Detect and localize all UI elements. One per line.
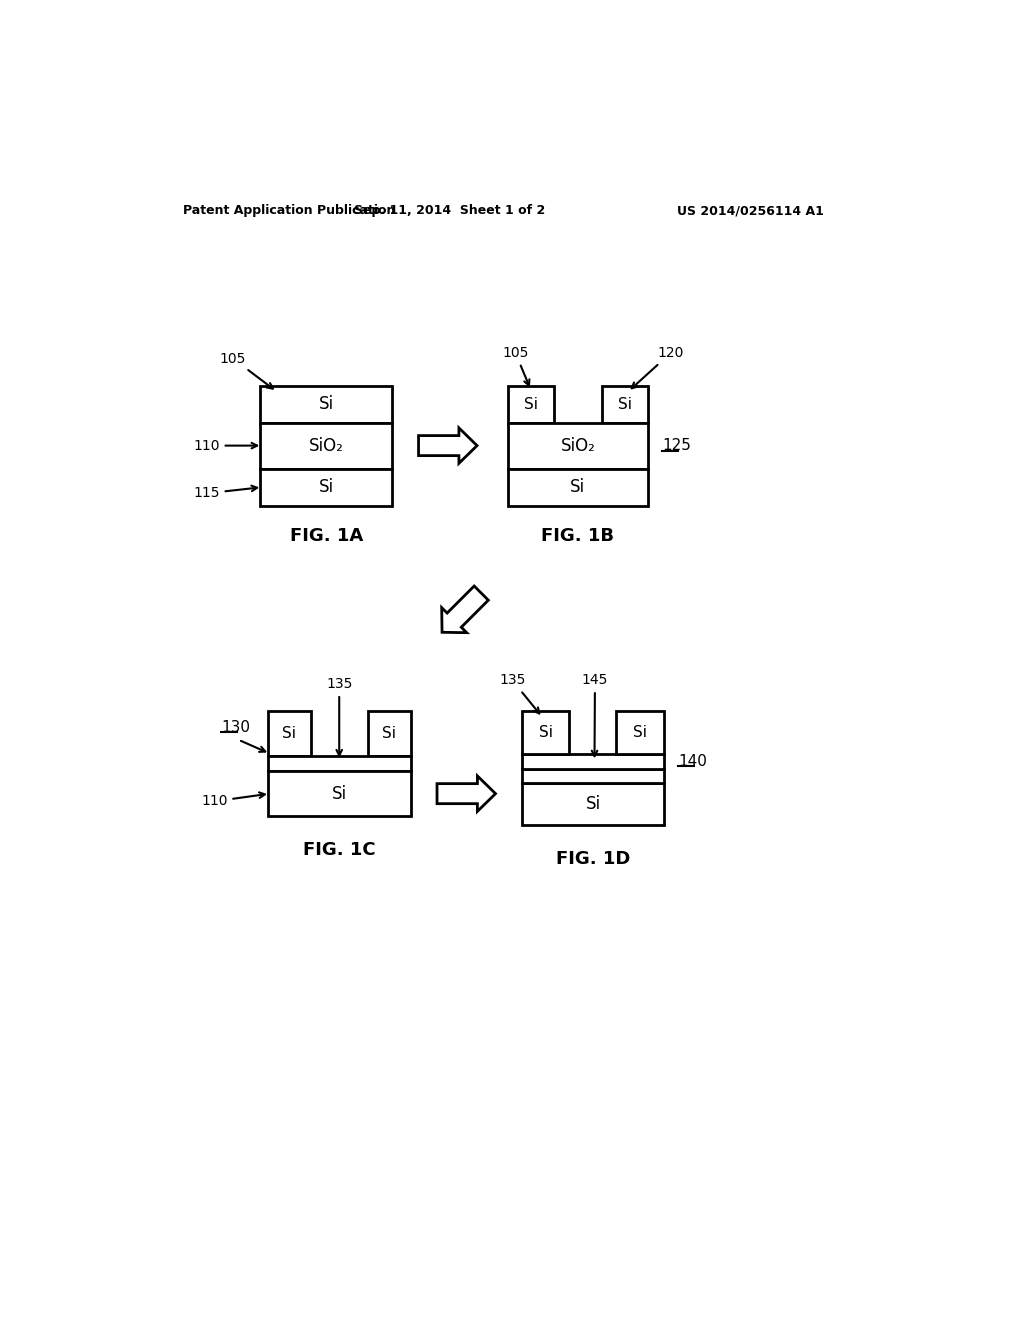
Bar — [508, 422, 648, 469]
Text: FIG. 1C: FIG. 1C — [303, 841, 376, 859]
Text: FIG. 1D: FIG. 1D — [556, 850, 630, 869]
Text: 145: 145 — [582, 673, 608, 756]
Text: Sep. 11, 2014  Sheet 1 of 2: Sep. 11, 2014 Sheet 1 of 2 — [354, 205, 546, 218]
Bar — [508, 385, 554, 422]
Polygon shape — [441, 586, 488, 632]
Text: Si: Si — [539, 725, 553, 741]
Text: 135: 135 — [326, 677, 352, 755]
Text: 110: 110 — [194, 438, 257, 453]
Text: 135: 135 — [500, 673, 540, 713]
Text: 115: 115 — [194, 486, 257, 500]
Bar — [267, 756, 411, 771]
Bar — [616, 711, 665, 754]
Text: US 2014/0256114 A1: US 2014/0256114 A1 — [677, 205, 824, 218]
Text: 105: 105 — [220, 351, 272, 388]
Bar — [260, 385, 392, 422]
Text: FIG. 1A: FIG. 1A — [290, 528, 362, 545]
Bar — [368, 711, 411, 756]
Text: Si: Si — [524, 396, 538, 412]
Text: Si: Si — [633, 725, 647, 741]
Bar — [521, 754, 665, 770]
Bar — [260, 422, 392, 469]
Text: FIG. 1B: FIG. 1B — [542, 528, 614, 545]
Bar — [267, 711, 310, 756]
Bar — [521, 770, 665, 783]
Bar — [521, 783, 665, 825]
Bar — [508, 469, 648, 506]
Text: SiO₂: SiO₂ — [308, 437, 344, 454]
Text: 105: 105 — [503, 346, 529, 385]
Bar — [260, 469, 392, 506]
Text: Si: Si — [283, 726, 296, 741]
Text: 140: 140 — [678, 754, 707, 768]
Text: Si: Si — [332, 784, 347, 803]
Text: Si: Si — [318, 478, 334, 496]
Text: Si: Si — [586, 795, 600, 813]
Text: Si: Si — [617, 396, 632, 412]
Bar — [267, 771, 411, 816]
Text: Si: Si — [318, 395, 334, 413]
Text: 120: 120 — [632, 346, 684, 388]
Bar — [521, 711, 569, 754]
Text: 125: 125 — [662, 438, 691, 453]
Polygon shape — [419, 428, 477, 463]
Text: Si: Si — [570, 478, 586, 496]
Text: Si: Si — [382, 726, 396, 741]
Bar — [602, 385, 648, 422]
Polygon shape — [437, 776, 496, 812]
Text: 110: 110 — [201, 792, 265, 808]
Text: 130: 130 — [221, 719, 251, 735]
Text: SiO₂: SiO₂ — [560, 437, 595, 454]
Text: Patent Application Publication: Patent Application Publication — [183, 205, 395, 218]
